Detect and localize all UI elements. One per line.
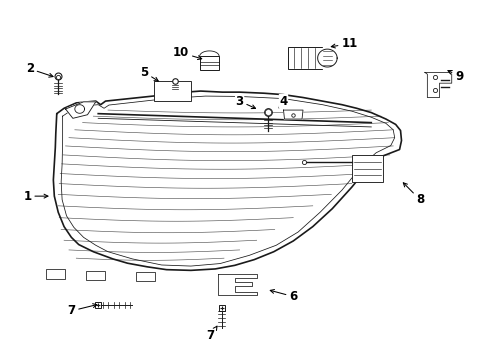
FancyBboxPatch shape: [351, 155, 383, 182]
FancyBboxPatch shape: [154, 81, 190, 101]
Text: 7: 7: [67, 304, 97, 318]
Polygon shape: [424, 72, 451, 98]
Text: 8: 8: [403, 183, 423, 206]
Text: 3: 3: [235, 95, 255, 109]
Polygon shape: [283, 110, 303, 119]
FancyBboxPatch shape: [288, 47, 322, 69]
Text: 10: 10: [173, 46, 201, 59]
Polygon shape: [217, 274, 256, 296]
Text: 7: 7: [206, 326, 217, 342]
Text: 2: 2: [26, 62, 53, 77]
FancyBboxPatch shape: [86, 271, 104, 280]
Polygon shape: [65, 102, 96, 118]
Text: 1: 1: [23, 190, 48, 203]
Text: 5: 5: [140, 66, 158, 81]
Text: 6: 6: [270, 289, 297, 303]
Text: 11: 11: [330, 37, 357, 50]
FancyBboxPatch shape: [136, 272, 155, 281]
Text: 4: 4: [278, 95, 287, 108]
FancyBboxPatch shape: [199, 56, 219, 70]
Text: 9: 9: [447, 69, 462, 82]
FancyBboxPatch shape: [46, 269, 64, 279]
